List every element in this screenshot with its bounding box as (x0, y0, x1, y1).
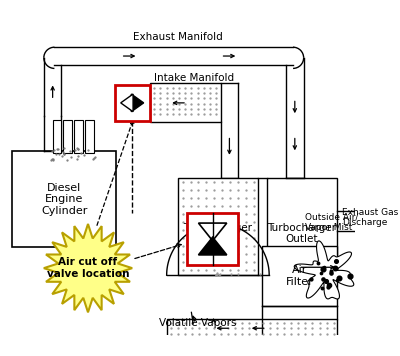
Polygon shape (198, 223, 227, 241)
Text: Intake Manifold: Intake Manifold (154, 73, 234, 83)
Bar (12, 152, 116, 247)
Bar (63, 120, 72, 153)
Text: Turbocharger
Outlet: Turbocharger Outlet (267, 223, 336, 245)
Bar (266, 178, 337, 275)
Text: Diesel
Engine
Cylinder: Diesel Engine Cylinder (41, 183, 87, 216)
Bar (74, 120, 83, 153)
Bar (187, 213, 238, 265)
Text: Volatile Vapors: Volatile Vapors (159, 318, 236, 328)
Polygon shape (121, 94, 133, 112)
Polygon shape (167, 224, 269, 275)
Text: Exhaust Manifold: Exhaust Manifold (133, 32, 223, 42)
Bar (114, 85, 150, 121)
Text: Air
Filter: Air Filter (286, 265, 314, 287)
Bar (167, 319, 337, 337)
Bar (150, 83, 220, 122)
Bar (178, 178, 258, 275)
Text: Exhaust Gas
Discharge: Exhaust Gas Discharge (342, 208, 398, 227)
Polygon shape (198, 237, 227, 255)
Text: Turbocharger
Inlet: Turbocharger Inlet (184, 223, 252, 245)
Polygon shape (294, 241, 354, 299)
Text: Air cut off
valve location: Air cut off valve location (47, 257, 129, 279)
Bar (53, 120, 62, 153)
Polygon shape (131, 94, 144, 112)
Bar (262, 246, 337, 306)
Polygon shape (44, 224, 132, 312)
Bar (85, 120, 94, 153)
Text: Outside Air/
Vapor Mist: Outside Air/ Vapor Mist (306, 213, 359, 232)
